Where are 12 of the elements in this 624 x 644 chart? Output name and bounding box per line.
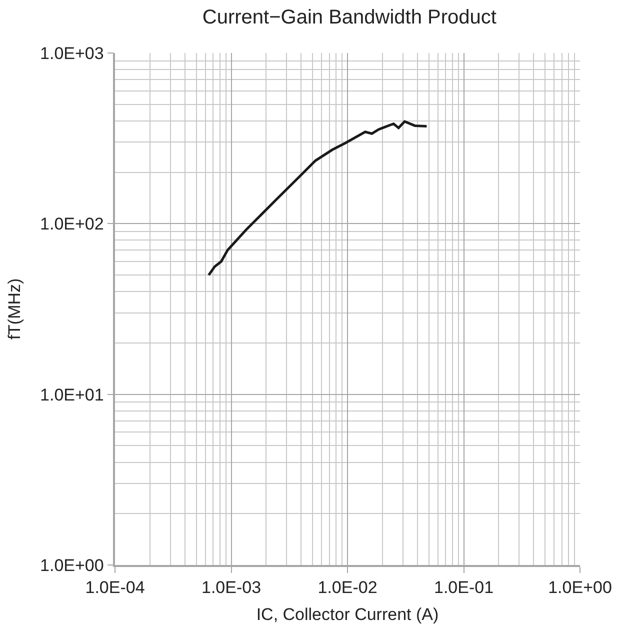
y-tick-label: 1.0E+01 — [40, 385, 104, 404]
x-axis-title: IC, Collector Current (A) — [256, 605, 439, 624]
x-tick-label: 1.0E-03 — [201, 578, 262, 598]
x-tick-label: 1.0E+00 — [548, 578, 612, 598]
y-tick-label: 1.0E+03 — [40, 44, 104, 63]
x-tick-label: 1.0E-01 — [434, 578, 494, 598]
chart-title: Current−Gain Bandwidth Product — [202, 6, 497, 29]
y-axis-title: fT(MHz) — [5, 278, 24, 340]
x-tick-label: 1.0E-02 — [318, 578, 378, 598]
y-tick-label: 1.0E+00 — [40, 556, 104, 575]
y-tick-label: 1.0E+02 — [40, 214, 104, 234]
x-tick-label: 1.0E-04 — [85, 578, 145, 598]
